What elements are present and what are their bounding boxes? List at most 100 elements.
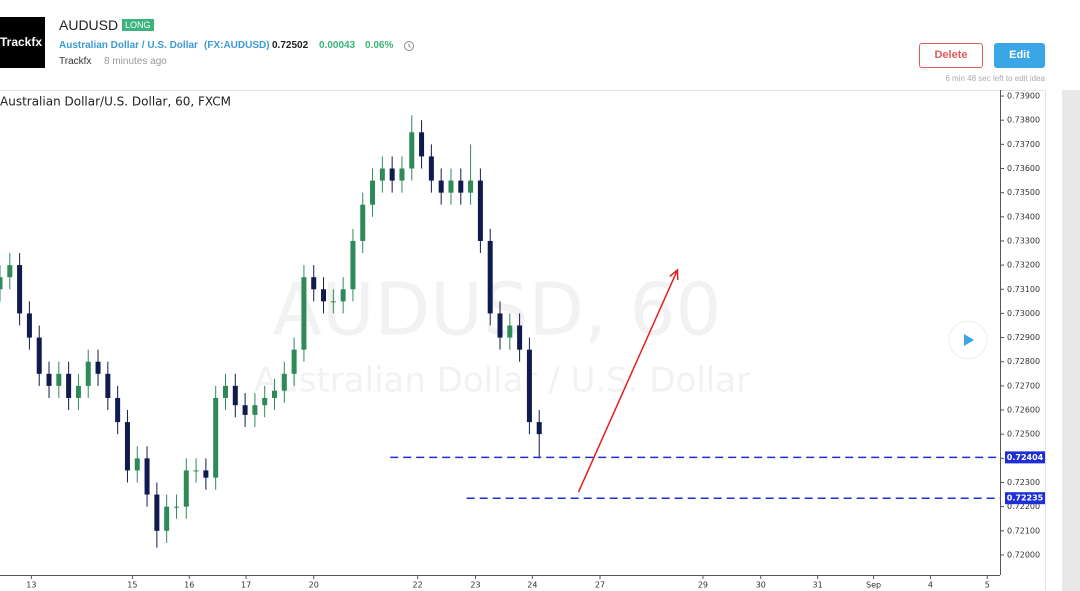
x-tick-label: 24 [527, 581, 537, 590]
y-tick-label: 0.72800 [1007, 357, 1040, 366]
candle-body [203, 470, 209, 478]
y-tick-label: 0.72200 [1007, 502, 1040, 511]
instrument[interactable]: Australian Dollar / U.S. Dollar [59, 40, 198, 51]
alarm-icon[interactable] [402, 39, 416, 53]
candle-body [281, 373, 287, 391]
x-tick-label: Sep [866, 581, 881, 590]
candle-body [526, 349, 532, 423]
candle-body [291, 349, 297, 374]
candle-body [428, 156, 434, 181]
candle-body [85, 361, 91, 386]
candle-body [164, 506, 170, 531]
candle-body [399, 168, 405, 181]
candle-body [370, 180, 376, 205]
x-tick-label: 29 [698, 581, 708, 590]
candle-body [340, 289, 346, 302]
y-tick-label: 0.72300 [1007, 478, 1040, 487]
candle-body [105, 373, 111, 398]
price: 0.72502 [272, 40, 309, 51]
x-tick-label: 22 [413, 581, 423, 590]
symbol[interactable]: AUDUSD [59, 17, 119, 33]
candle-body [497, 313, 503, 338]
y-tick-label: 0.72900 [1007, 333, 1040, 342]
candle-body [134, 458, 140, 471]
candle-body [321, 289, 327, 302]
y-tick-label: 0.73400 [1007, 212, 1040, 221]
candle-body [360, 204, 366, 241]
candle-body [213, 397, 219, 478]
candle-body [17, 265, 23, 314]
x-tick-label: 16 [184, 581, 194, 590]
candle-body [311, 277, 317, 290]
y-tick-label: 0.73700 [1007, 140, 1040, 149]
y-tick-label: 0.72000 [1007, 550, 1040, 559]
candle-body [252, 405, 258, 415]
candle-body [173, 506, 179, 508]
y-tick-label: 0.73500 [1007, 188, 1040, 197]
x-tick-label: 4 [928, 581, 933, 590]
candle-body [222, 385, 228, 398]
candle-body [536, 422, 542, 435]
y-tick-label: 0.73300 [1007, 236, 1040, 245]
candle-body [272, 390, 278, 398]
x-tick-label: 27 [595, 581, 605, 590]
change: 0.00043 [319, 40, 356, 51]
candle-body [154, 494, 160, 531]
x-tick-label: 31 [813, 581, 823, 590]
y-tick-label: 0.73600 [1007, 164, 1040, 173]
candle-body [409, 132, 415, 169]
candle-body [262, 397, 268, 406]
level-label: 0.72235 [1007, 494, 1044, 503]
candle-body [350, 240, 356, 290]
y-tick-label: 0.72700 [1007, 381, 1040, 390]
delete-button[interactable]: Delete [919, 43, 983, 68]
author[interactable]: Trackfx [59, 56, 92, 67]
scrollbar[interactable] [1062, 90, 1080, 591]
change-pct: 0.06% [365, 40, 394, 51]
candle-body [144, 458, 150, 495]
candle-body [330, 301, 336, 303]
x-tick-label: 15 [127, 581, 137, 590]
time: 8 minutes ago [104, 56, 167, 67]
y-tick-label: 0.72500 [1007, 430, 1040, 439]
watermark-sub: Australian Dollar / U.S. Dollar [254, 361, 750, 401]
candle-body [419, 132, 425, 157]
level-tag [1005, 492, 1045, 505]
y-tick-label: 0.72600 [1007, 406, 1040, 415]
candle-body [66, 373, 72, 398]
candle-body [507, 325, 513, 338]
play-icon[interactable] [964, 334, 974, 346]
edit-note: 6 min 48 sec left to edit idea [945, 74, 1045, 83]
chart: AUDUSD, 60 Australian Dollar / U.S. Doll… [0, 90, 1080, 591]
candle-body [477, 180, 483, 241]
logo[interactable]: Trackfx [0, 17, 45, 68]
badge: LONG [122, 19, 154, 31]
x-tick-label: 5 [985, 581, 990, 590]
arrow-line [577, 269, 679, 493]
candle-body [468, 180, 474, 193]
y-tick-label: 0.73100 [1007, 285, 1040, 294]
candle-body [75, 385, 81, 398]
candle-body [56, 373, 62, 386]
candle-body [46, 373, 52, 386]
x-tick-label: 17 [241, 581, 251, 590]
candle-body [232, 385, 238, 406]
candle-body [438, 180, 444, 193]
chart-legend: Australian Dollar/U.S. Dollar, 60, FXCM [0, 95, 231, 109]
y-tick-label: 0.73800 [1007, 116, 1040, 125]
y-tick-label: 0.73200 [1007, 261, 1040, 270]
y-tick-label: 0.72100 [1007, 526, 1040, 535]
level-tag [1005, 451, 1045, 464]
edit-button[interactable]: Edit [994, 43, 1045, 68]
candle-body [115, 397, 121, 423]
candle-body [183, 470, 189, 507]
candle-body [95, 361, 101, 374]
candle-body [7, 265, 13, 278]
exchange[interactable]: (FX:AUDUSD) [204, 40, 270, 51]
watermark: AUDUSD, 60 [273, 268, 722, 352]
candle-body [517, 325, 523, 350]
candle-body [301, 277, 307, 350]
candle-body [124, 422, 130, 471]
y-tick-label: 0.73000 [1007, 309, 1040, 318]
